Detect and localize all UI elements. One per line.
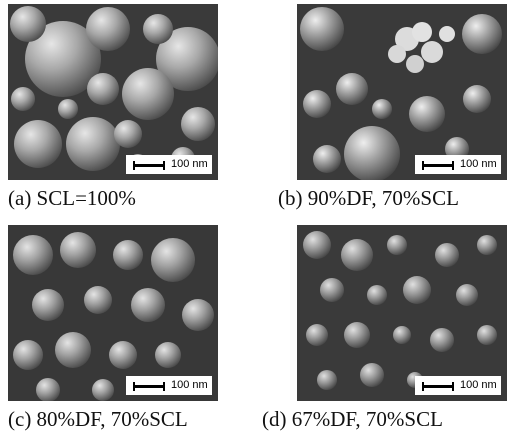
caption-b: (b) 90%DF, 70%SCL — [278, 186, 459, 210]
sem-image-b: 100 nm — [297, 4, 507, 180]
scale-line — [133, 382, 165, 391]
scale-bar-d: 100 nm — [415, 376, 501, 395]
caption-d: (d) 67%DF, 70%SCL — [262, 407, 443, 431]
caption-a: (a) SCL=100% — [8, 186, 136, 210]
scale-label: 100 nm — [171, 158, 208, 170]
scale-bar-a: 100 nm — [126, 155, 212, 174]
sem-image-a: 100 nm — [8, 4, 218, 180]
scale-line — [422, 382, 454, 391]
scale-label: 100 nm — [171, 379, 208, 391]
sem-particles-c — [8, 225, 218, 401]
sem-particles-d — [297, 225, 507, 401]
scale-label: 100 nm — [460, 158, 497, 170]
caption-c: (c) 80%DF, 70%SCL — [8, 407, 188, 431]
sem-image-d: 100 nm — [297, 225, 507, 401]
scale-bar-c: 100 nm — [126, 376, 212, 395]
scale-label: 100 nm — [460, 379, 497, 391]
sem-particles-a — [8, 4, 218, 180]
scale-line — [422, 161, 454, 170]
scale-line — [133, 161, 165, 170]
sem-particles-b — [297, 4, 507, 180]
scale-bar-b: 100 nm — [415, 155, 501, 174]
sem-image-c: 100 nm — [8, 225, 218, 401]
